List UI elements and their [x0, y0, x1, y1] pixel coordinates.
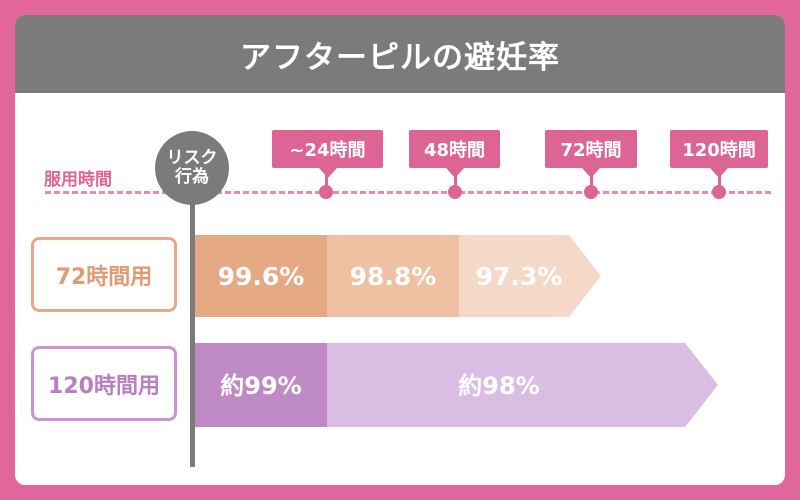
marker-48h-label: 48時間	[423, 140, 486, 161]
time-axis-line	[45, 191, 771, 194]
marker-24h-dot	[319, 185, 333, 199]
risk-marker: リスク 行為	[155, 131, 229, 205]
risk-label-line1: リスク	[166, 148, 218, 168]
marker-72h-label: 72時間	[560, 140, 622, 161]
marker-24h-stem	[325, 173, 328, 191]
marker-24h-label: ~24時間	[289, 140, 366, 161]
time-axis-label: 服用時間	[44, 170, 112, 190]
title-bar: アフターピルの避妊率	[15, 15, 785, 93]
marker-72h-dot	[584, 185, 598, 199]
marker-72h-stem	[590, 173, 593, 191]
marker-120h-stem	[718, 173, 721, 191]
bar-72h-seg3	[459, 235, 601, 317]
row-label-120h-text: 120時間用	[48, 373, 160, 399]
bar-120h-seg1-label: 約99%	[220, 372, 301, 400]
bar-120h-seg2	[327, 343, 718, 427]
bars-svg: 99.6% 98.8% 97.3% 約99% 約98%	[195, 235, 718, 427]
chart-title: アフターピルの避妊率	[240, 39, 560, 76]
risk-label-line2: 行為	[175, 167, 209, 187]
bar-120h-seg2-label: 約98%	[458, 372, 539, 400]
bar-72h-seg1	[195, 235, 327, 317]
row-label-72h-text: 72時間用	[55, 264, 153, 290]
bar-120h-seg1	[195, 343, 327, 427]
bar-72h-seg2	[327, 235, 459, 317]
row-label-120h: 120時間用	[31, 346, 177, 421]
marker-120h-label: 120時間	[682, 140, 756, 161]
bar-row-72h: 99.6% 98.8% 97.3%	[195, 235, 601, 317]
marker-48h-stem	[454, 173, 457, 191]
marker-120h-dot	[712, 185, 726, 199]
marker-48h-dot	[448, 185, 462, 199]
risk-line	[190, 195, 195, 467]
row-label-72h: 72時間用	[31, 237, 177, 312]
marker-72h: 72時間	[545, 130, 637, 178]
bar-row-120h: 約99% 約98%	[195, 343, 718, 427]
chart-card: アフターピルの避妊率 服用時間 ~24時間 48時間 72時間 120時間 リス…	[15, 15, 785, 485]
bar-72h-seg3-label: 97.3%	[476, 262, 563, 291]
bar-72h-seg1-label: 99.6%	[218, 262, 305, 291]
bar-72h-seg2-label: 98.8%	[350, 262, 437, 291]
